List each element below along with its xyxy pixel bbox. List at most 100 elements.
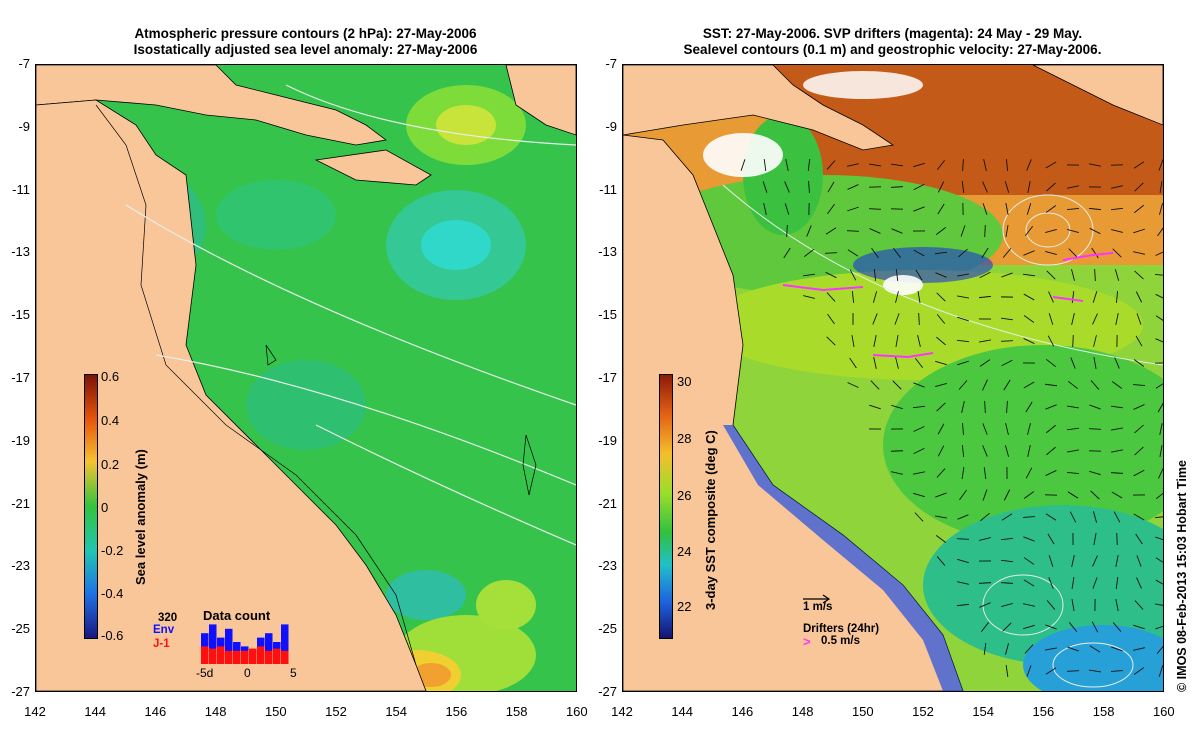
velocity-vector: [1133, 228, 1145, 234]
sea-level-cbar-tick-3: 0.2: [101, 457, 120, 472]
credit-text: © IMOS 08-Feb-2013 15:03 Hobart Time: [1175, 460, 1189, 692]
sst-cbar-tick-4: 24: [677, 544, 692, 559]
inset-env-bar: [209, 624, 217, 664]
velocity-vector: [1135, 291, 1143, 303]
velocity-vector: [1111, 449, 1123, 453]
velocity-vector: [962, 422, 964, 436]
sea-level-cbar-tick-4: 0: [101, 500, 109, 515]
velocity-vector: [984, 224, 986, 238]
velocity-vector: [1045, 161, 1057, 169]
velocity-vector: [1001, 359, 1013, 367]
velocity-vector: [1111, 185, 1123, 189]
velocity-vector: [978, 295, 992, 299]
velocity-vector: [961, 180, 965, 194]
velocity-vector: [826, 292, 836, 302]
velocity-vector: [869, 404, 881, 410]
velocity-vector: [1006, 400, 1008, 414]
velocity-vector: [1005, 423, 1009, 435]
velocity-vector: [1046, 446, 1056, 456]
velocity-vector: [1155, 625, 1163, 630]
velocity-vector: [1111, 491, 1123, 499]
velocity-vector: [1114, 357, 1120, 369]
velocity-vector: [1088, 428, 1102, 430]
velocity-vector: [1048, 291, 1054, 303]
velocity-vector: [1048, 577, 1054, 589]
velocity-vector: [935, 515, 947, 519]
velocity-vector: [1158, 467, 1163, 479]
velocity-vector: [1067, 449, 1079, 453]
velocity-vector: [1044, 383, 1058, 387]
inset-title: Data count: [203, 608, 271, 623]
right-title-line2: Sealevel contours (0.1 m) and geostrophi…: [683, 42, 1102, 57]
velocity-vector: [1022, 516, 1036, 518]
velocity-vector: [873, 335, 877, 347]
velocity-vector: [936, 314, 946, 324]
velocity-vector: [1023, 250, 1035, 256]
left-y-tick: -23: [11, 558, 30, 574]
velocity-vector: [1110, 472, 1124, 474]
velocity-vector: [1116, 290, 1118, 304]
velocity-vector: [826, 160, 836, 170]
velocity-vector: [1158, 159, 1163, 171]
velocity-vector: [847, 163, 859, 167]
right-x-tick: 160: [1152, 704, 1175, 719]
velocity-vector: [1089, 404, 1101, 410]
velocity-vector: [1158, 665, 1163, 677]
drifters-label: Drifters (24hr): [803, 623, 880, 635]
left-y-tick: -21: [11, 495, 30, 511]
left-x-tick: 154: [385, 704, 408, 719]
velocity-vector: [961, 444, 965, 458]
velocity-vector: [982, 203, 988, 215]
velocity-vector: [1092, 555, 1098, 567]
left-y-tick: -13: [11, 244, 30, 260]
velocity-vector: [1132, 384, 1146, 386]
velocity-vector: [1023, 579, 1035, 587]
right-title-line1: SST: 27-May-2006. SVP drifters (magenta)…: [702, 26, 1083, 41]
inset-env-bar: [265, 633, 273, 664]
velocity-vector: [962, 158, 964, 172]
sst-cbar-tick-2: 28: [677, 431, 692, 446]
velocity-vector: [827, 203, 835, 215]
velocity-vector: [913, 447, 925, 455]
velocity-vector: [1004, 181, 1010, 193]
velocity-vector: [1071, 577, 1075, 589]
velocity-vector: [784, 203, 790, 215]
velocity-vector: [1068, 622, 1078, 632]
velocity-vector: [893, 247, 901, 259]
velocity-vector: [1048, 313, 1054, 325]
velocity-vector: [1002, 622, 1012, 632]
velocity-vector: [1159, 203, 1163, 215]
velocity-vector: [1091, 621, 1099, 633]
velocity-vector: [1045, 647, 1057, 651]
right-y-tick: -21: [598, 495, 617, 511]
left-x-tick: 142: [24, 704, 46, 719]
velocity-vector: [1067, 491, 1079, 499]
velocity-vector: [1155, 315, 1163, 321]
velocity-vector: [935, 492, 947, 498]
velocity-vector: [1001, 602, 1013, 608]
right-x-tick: 152: [912, 704, 934, 719]
sea-level-cbar-label: Sea level anomaly (m): [133, 449, 148, 585]
velocity-vector: [1136, 313, 1142, 325]
velocity-vector: [979, 602, 991, 608]
velocity-vector: [1155, 603, 1163, 606]
velocity-vector: [979, 339, 991, 343]
inset-j1-bar: [225, 650, 233, 664]
velocity-vector: [934, 251, 948, 255]
velocity-vector: [1155, 579, 1163, 585]
velocity-vector: [1045, 404, 1057, 410]
left-x-tick: 156: [445, 704, 468, 719]
velocity-vector: [1094, 268, 1096, 282]
velocity-vector: [1133, 404, 1145, 410]
velocity-vector: [870, 380, 880, 390]
velocity-vector: [895, 357, 899, 369]
velocity-vector: [935, 227, 947, 235]
velocity-vector: [1045, 229, 1057, 233]
inset-j1-bar: [233, 650, 241, 664]
velocity-vector: [913, 426, 925, 432]
velocity-vector: [958, 248, 968, 258]
right-x-tick: 144: [671, 704, 694, 719]
velocity-vector: [849, 269, 857, 281]
left-y-tick: -17: [11, 370, 30, 385]
velocity-vector: [849, 357, 857, 369]
